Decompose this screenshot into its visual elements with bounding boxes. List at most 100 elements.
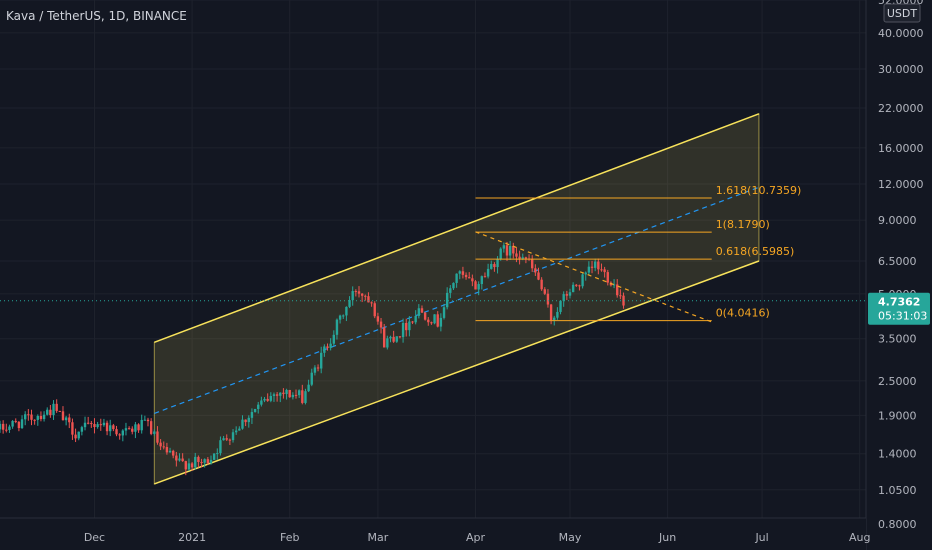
candle-body bbox=[175, 455, 178, 461]
candle-body bbox=[486, 268, 490, 277]
candle-body bbox=[408, 321, 411, 331]
trend-line[interactable] bbox=[475, 231, 712, 323]
drawings[interactable]: 1.618(10.7359) 1(8.1790) 0.618(6.5985) 0(4.… bbox=[475, 184, 802, 323]
y-tick-label: 3.5000 bbox=[878, 333, 917, 346]
candle-body bbox=[307, 384, 310, 392]
candle-body bbox=[168, 450, 172, 453]
candle-body bbox=[530, 259, 534, 269]
candle-body bbox=[326, 346, 329, 348]
candle-body bbox=[518, 256, 521, 259]
candle-body bbox=[584, 272, 587, 275]
candle-body bbox=[313, 367, 317, 373]
candle-body bbox=[143, 419, 147, 421]
candle-body bbox=[508, 245, 512, 256]
candle-body bbox=[364, 295, 367, 297]
candle-body bbox=[206, 459, 210, 464]
candle-body bbox=[190, 463, 194, 468]
candle-body bbox=[464, 274, 468, 278]
candle-body bbox=[301, 390, 304, 403]
candle-body bbox=[46, 409, 49, 415]
candle-body bbox=[11, 420, 14, 427]
candle-body bbox=[540, 279, 543, 290]
candle-body bbox=[386, 338, 389, 348]
x-tick-label: 2021 bbox=[178, 531, 206, 544]
candle-body bbox=[483, 276, 487, 278]
candle-body bbox=[194, 456, 197, 468]
candle-body bbox=[590, 266, 594, 268]
y-tick-label: 0.8000 bbox=[878, 518, 917, 531]
candle-body bbox=[140, 419, 143, 431]
candle-body bbox=[231, 432, 235, 441]
y-tick-label: 6.5000 bbox=[878, 255, 917, 268]
candle-body bbox=[455, 273, 458, 283]
candle-body bbox=[288, 389, 291, 398]
candle-body bbox=[61, 411, 65, 421]
time-axis-bg bbox=[0, 518, 866, 550]
candle-body bbox=[212, 453, 216, 460]
candle-body bbox=[80, 427, 84, 432]
candle-body bbox=[477, 284, 480, 290]
candle-body bbox=[316, 367, 320, 369]
candle-body bbox=[559, 300, 562, 312]
candle-body bbox=[543, 289, 546, 294]
candle-body bbox=[20, 419, 24, 429]
y-tick-label: 16.0000 bbox=[878, 142, 924, 155]
candle-body bbox=[562, 294, 565, 301]
candle-body bbox=[468, 277, 471, 279]
y-tick-label: 2.5000 bbox=[878, 375, 917, 388]
candle-body bbox=[294, 394, 298, 396]
fib-level-label: 1(8.1790) bbox=[716, 218, 770, 231]
channel-lower-line[interactable] bbox=[154, 260, 760, 485]
countdown-timer: 05:31:03 bbox=[878, 310, 927, 323]
candle-body bbox=[578, 285, 581, 287]
candle-body bbox=[297, 390, 301, 396]
candle-body bbox=[304, 391, 307, 403]
y-tick-label: 1.9000 bbox=[878, 409, 917, 422]
candle-body bbox=[565, 294, 569, 296]
candle-body bbox=[162, 446, 165, 448]
parallel-channel[interactable] bbox=[153, 113, 760, 485]
candle-body bbox=[546, 293, 550, 305]
last-price-value: 4.7362 bbox=[878, 296, 920, 309]
time-axis[interactable]: Dec 2021 Feb Mar Apr May Jun Jul Aug bbox=[0, 517, 870, 550]
candle-body bbox=[597, 261, 600, 270]
candle-body bbox=[616, 284, 619, 296]
candle-body bbox=[505, 245, 509, 256]
price-axis[interactable]: 52.000040.000030.000022.000016.000012.00… bbox=[865, 0, 932, 550]
candle-body bbox=[184, 461, 187, 470]
candle-body bbox=[332, 334, 336, 344]
candle-body bbox=[36, 415, 39, 420]
currency-button[interactable] bbox=[883, 3, 921, 23]
candle-body bbox=[433, 314, 436, 324]
candle-body bbox=[389, 336, 392, 339]
candle-body bbox=[197, 456, 200, 463]
candle-body bbox=[571, 284, 575, 293]
candle-body bbox=[238, 428, 241, 431]
candle-body bbox=[247, 417, 250, 423]
currency-button-label: USDT bbox=[887, 7, 918, 20]
candle-body bbox=[537, 272, 540, 280]
candle-body bbox=[348, 300, 351, 307]
candle-body bbox=[71, 422, 74, 435]
candle-body bbox=[499, 248, 502, 260]
candle-body bbox=[439, 317, 443, 327]
channel-upper-line[interactable] bbox=[154, 113, 760, 344]
candle-body bbox=[77, 431, 80, 439]
candle-body bbox=[156, 431, 159, 443]
candle-body bbox=[606, 272, 609, 283]
candle-body bbox=[549, 304, 553, 321]
candle-body bbox=[442, 307, 446, 318]
candle-body bbox=[5, 429, 8, 431]
candle-body bbox=[496, 259, 499, 268]
candle-body bbox=[134, 424, 137, 432]
candle-body bbox=[279, 392, 282, 396]
candle-body bbox=[23, 414, 27, 420]
candle-body bbox=[86, 422, 90, 424]
x-tick-label: Jul bbox=[754, 531, 768, 544]
candle-body bbox=[112, 425, 115, 430]
candle-body bbox=[398, 336, 402, 338]
candle-body bbox=[282, 392, 285, 395]
candle-body bbox=[458, 271, 461, 274]
